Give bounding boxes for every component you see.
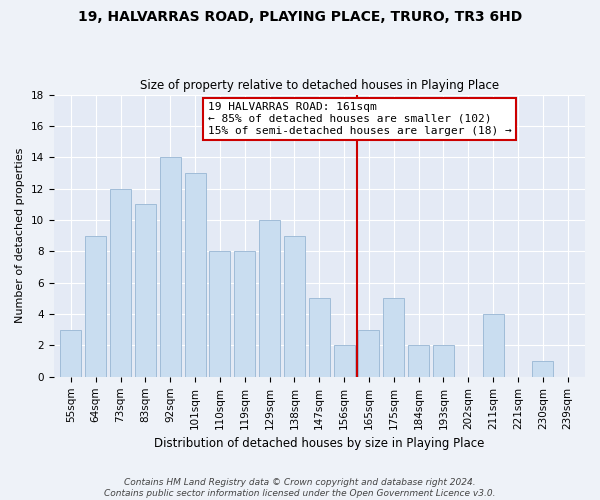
Title: Size of property relative to detached houses in Playing Place: Size of property relative to detached ho… — [140, 79, 499, 92]
Text: Contains HM Land Registry data © Crown copyright and database right 2024.
Contai: Contains HM Land Registry data © Crown c… — [104, 478, 496, 498]
Bar — [135, 204, 156, 377]
Bar — [61, 330, 82, 377]
Bar — [309, 298, 330, 377]
Bar — [259, 220, 280, 377]
Bar — [433, 346, 454, 377]
Bar — [209, 252, 230, 377]
Bar — [358, 330, 379, 377]
Bar — [334, 346, 355, 377]
Bar — [160, 158, 181, 377]
Bar — [482, 314, 503, 377]
Bar — [284, 236, 305, 377]
Bar — [408, 346, 429, 377]
Bar — [532, 361, 553, 377]
Bar — [234, 252, 256, 377]
Text: 19 HALVARRAS ROAD: 161sqm
← 85% of detached houses are smaller (102)
15% of semi: 19 HALVARRAS ROAD: 161sqm ← 85% of detac… — [208, 102, 511, 136]
Bar — [383, 298, 404, 377]
Text: 19, HALVARRAS ROAD, PLAYING PLACE, TRURO, TR3 6HD: 19, HALVARRAS ROAD, PLAYING PLACE, TRURO… — [78, 10, 522, 24]
Y-axis label: Number of detached properties: Number of detached properties — [15, 148, 25, 324]
Bar — [110, 188, 131, 377]
Bar — [85, 236, 106, 377]
X-axis label: Distribution of detached houses by size in Playing Place: Distribution of detached houses by size … — [154, 437, 484, 450]
Bar — [185, 173, 206, 377]
